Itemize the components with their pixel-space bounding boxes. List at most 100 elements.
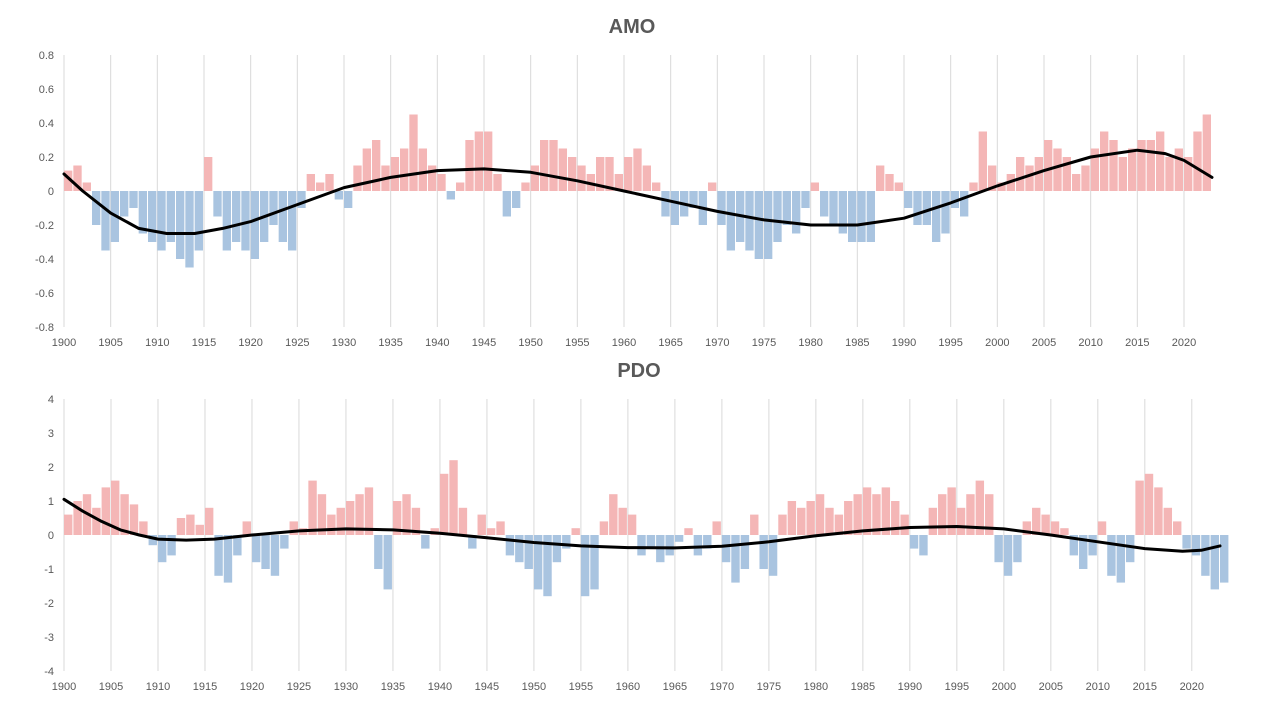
pdo-bar [637, 535, 646, 556]
amo-x-tick-label: 1920 [238, 337, 262, 349]
pdo-bar [599, 521, 609, 535]
amo-bar [922, 191, 931, 225]
pdo-x-tick-label: 1940 [428, 681, 452, 693]
pdo-x-tick-label: 2000 [992, 681, 1016, 693]
pdo-bar [64, 514, 73, 535]
pdo-bar [712, 521, 721, 535]
pdo-bar [872, 494, 881, 535]
amo-y-tick-label: 0 [48, 186, 54, 198]
pdo-bar [1201, 535, 1210, 576]
amo-bar [820, 191, 829, 217]
amo-x-tick-label: 1905 [98, 337, 122, 349]
pdo-x-tick-label: 1985 [851, 681, 875, 693]
pdo-x-tick-label: 1900 [52, 681, 76, 693]
amo-bar [764, 191, 773, 259]
amo-x-tick-label: 2005 [1032, 337, 1056, 349]
pdo-trend-line [62, 497, 1222, 553]
pdo-bar [439, 473, 449, 535]
amo-bar [876, 165, 885, 191]
amo-trend-line [62, 148, 1214, 235]
amo-bar [1174, 148, 1183, 191]
pdo-bar [223, 535, 233, 583]
amo-bar [1165, 157, 1174, 191]
pdo-bar [383, 535, 392, 590]
pdo-x-tick-label: 2015 [1133, 681, 1157, 693]
amo-bar [754, 191, 763, 259]
amo-bar [372, 140, 381, 191]
pdo-bars [64, 460, 1229, 597]
amo-x-tick-label: 2010 [1078, 337, 1102, 349]
amo-bar [64, 170, 73, 191]
amo-x-tick-label: 1930 [332, 337, 356, 349]
pdo-bar [421, 535, 430, 549]
pdo-bar [1163, 507, 1173, 535]
pdo-bar [646, 535, 656, 549]
pdo-bar [195, 524, 204, 535]
amo-bar [344, 191, 353, 208]
amo-x-tick-label: 1940 [425, 337, 449, 349]
pdo-bar [524, 535, 533, 569]
pdo-bar [1003, 535, 1013, 576]
amo-bar [605, 157, 614, 191]
amo-bar [558, 148, 567, 191]
pdo-bar [627, 514, 637, 535]
amo-bar [204, 157, 213, 191]
pdo-bar [1022, 521, 1032, 535]
amo-x-tick-label: 1945 [472, 337, 496, 349]
pdo-bar [336, 507, 345, 535]
amo-bar [661, 191, 670, 217]
pdo-bar [919, 535, 928, 556]
amo-bar [642, 165, 651, 191]
pdo-bar [731, 535, 740, 583]
amo-bar [1081, 165, 1090, 191]
pdo-bar [797, 507, 806, 535]
amo-x-tick-label: 1910 [145, 337, 169, 349]
amo-bar [1016, 157, 1025, 191]
amo-x-tick-label: 1975 [752, 337, 776, 349]
pdo-bar [496, 521, 505, 535]
pdo-x-tick-label: 1975 [757, 681, 781, 693]
pdo-bar [280, 535, 289, 549]
pdo-bar [411, 507, 421, 535]
amo-bar [306, 174, 315, 191]
pdo-bar [703, 535, 712, 549]
pdo-bar [101, 487, 110, 535]
amo-bar [1034, 157, 1043, 191]
amo-bar [288, 191, 297, 251]
pdo-y-tick-label: 3 [48, 428, 54, 440]
amo-bar [334, 191, 343, 200]
pdo-bar [120, 494, 129, 535]
pdo-x-tick-label: 1950 [522, 681, 546, 693]
amo-bar [390, 157, 399, 191]
amo-bar [829, 191, 838, 225]
amo-bar [549, 140, 558, 191]
amo-bar [194, 191, 203, 251]
amo-bar [437, 174, 446, 191]
amo-bar [465, 140, 474, 191]
pdo-bar [392, 501, 402, 535]
pdo-bar [1041, 514, 1050, 535]
pdo-bar [1107, 535, 1116, 576]
pdo-y-tick-label: 0 [48, 530, 54, 542]
pdo-bar [975, 480, 985, 535]
amo-y-tick-label: 0.2 [39, 152, 54, 164]
amo-x-tick-label: 1990 [892, 337, 916, 349]
amo-y-tick-label: 0.4 [39, 118, 54, 130]
pdo-bar [853, 494, 862, 535]
pdo-bar [308, 480, 317, 535]
pdo-bar [740, 535, 750, 569]
amo-bar [1053, 148, 1062, 191]
amo-bar [418, 148, 427, 191]
pdo-bar [157, 535, 167, 563]
pdo-bar [1013, 535, 1022, 563]
amo-bar [726, 191, 735, 251]
pdo-y-tick-label: -4 [44, 666, 54, 678]
pdo-bar [289, 521, 298, 535]
amo-bar [512, 191, 521, 208]
pdo-bar [73, 501, 82, 535]
amo-bar [92, 191, 101, 225]
pdo-bar [92, 507, 101, 535]
amo-bar [717, 191, 726, 225]
pdo-bar [768, 535, 778, 576]
pdo-x-tick-label: 1935 [381, 681, 405, 693]
